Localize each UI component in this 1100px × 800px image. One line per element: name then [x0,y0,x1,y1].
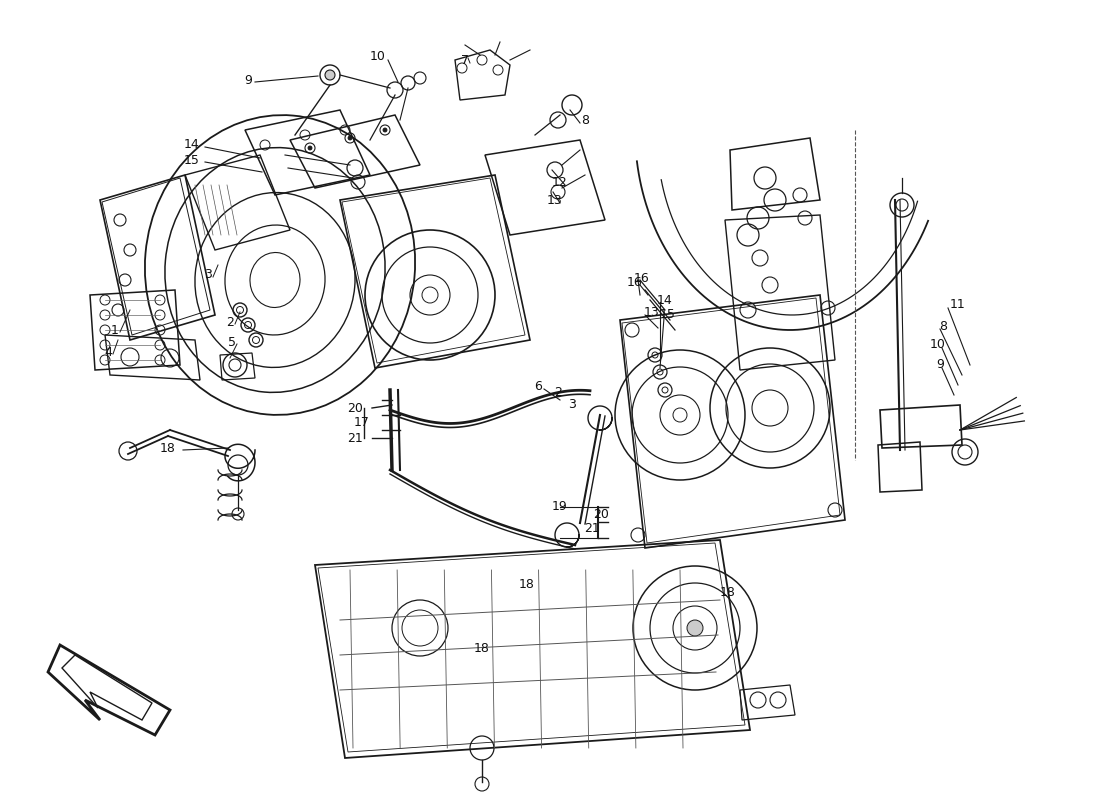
Text: 16: 16 [634,271,650,285]
Circle shape [324,70,336,80]
Text: 14: 14 [184,138,200,151]
Text: 18: 18 [519,578,535,591]
Text: 1: 1 [111,323,119,337]
Text: 15: 15 [660,309,675,322]
Text: 8: 8 [939,319,947,333]
Text: 3: 3 [568,398,576,411]
Text: 12: 12 [552,175,568,189]
Circle shape [383,128,387,132]
Text: 9: 9 [936,358,944,371]
Text: 3: 3 [205,269,212,282]
Text: 11: 11 [950,298,966,311]
Text: 19: 19 [552,501,568,514]
Circle shape [308,146,312,150]
Text: 20: 20 [348,402,363,414]
Text: 20: 20 [593,509,609,522]
Text: 13: 13 [645,306,660,318]
Text: 17: 17 [354,417,370,430]
Text: 2: 2 [227,315,234,329]
Text: 5: 5 [228,335,236,349]
Text: 7: 7 [461,54,469,66]
Text: 10: 10 [931,338,946,351]
Text: 14: 14 [657,294,673,306]
Text: 2: 2 [554,386,562,398]
Polygon shape [62,655,152,720]
Text: 18: 18 [161,442,176,454]
Text: 13: 13 [547,194,563,206]
Text: 15: 15 [184,154,200,166]
Circle shape [688,620,703,636]
Text: 21: 21 [348,431,363,445]
Text: 9: 9 [244,74,252,86]
Text: 10: 10 [370,50,386,63]
Text: 21: 21 [584,522,600,534]
Text: 4: 4 [104,346,112,358]
Text: 18: 18 [720,586,736,598]
Text: 18: 18 [474,642,490,654]
Circle shape [348,136,352,140]
Text: 16: 16 [627,275,642,289]
Text: 8: 8 [581,114,589,126]
Text: 6: 6 [535,381,542,394]
